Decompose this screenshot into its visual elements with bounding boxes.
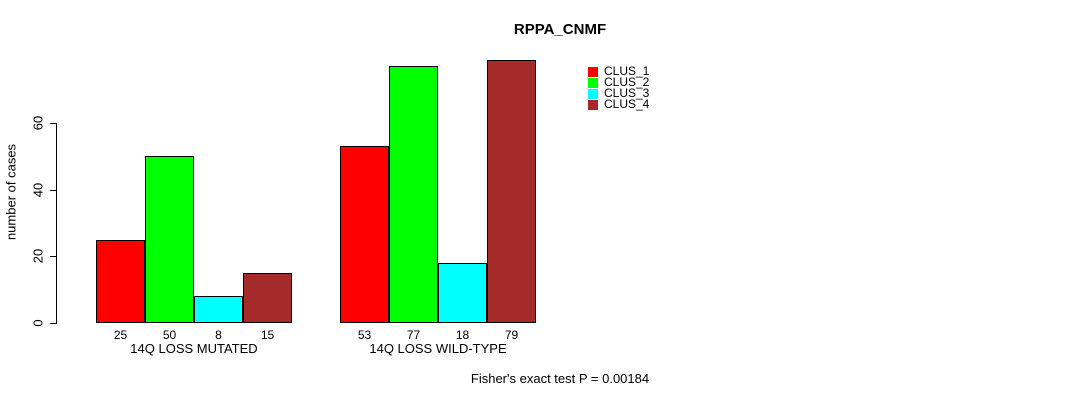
y-axis-line [56,123,57,323]
legend-label: CLUS_2 [604,75,650,89]
bar-value-label: 53 [357,328,372,342]
legend-item-clus_4: CLUS_4 [588,97,650,111]
x-category-label: 14Q LOSS MUTATED [130,341,258,356]
y-tick-label: 40 [30,182,46,197]
bar-clus_2-group-1 [145,156,194,323]
y-tick-label: 60 [30,115,46,131]
legend-item-clus_2: CLUS_2 [588,75,650,89]
legend-swatch-icon [588,66,598,77]
legend-item-clus_1: CLUS_1 [588,64,650,78]
y-axis-label: number of cases [3,143,19,241]
bar-value-label: 50 [162,328,177,342]
bar-value-label: 8 [215,328,222,342]
chart-title: RPPA_CNMF [513,21,607,38]
bar-clus_4-group-1 [243,273,292,323]
bar-clus_1-group-1 [96,239,145,323]
bar-clus_2-group-2 [389,66,438,323]
legend-label: CLUS_1 [604,64,650,78]
legend-swatch-icon [588,99,598,110]
legend-item-clus_3: CLUS_3 [588,86,650,100]
legend-label: CLUS_4 [604,97,650,111]
legend: CLUS_1 CLUS_2 CLUS_3 CLUS_4 [588,64,650,111]
y-tick [50,123,57,124]
legend-swatch-icon [588,77,598,88]
legend-swatch-icon [588,88,598,99]
y-tick-label: 20 [30,249,46,264]
bar-clus_4-group-2 [487,59,536,323]
bar-value-label: 15 [260,328,275,342]
bar-value-label: 18 [455,328,470,342]
fisher-test-annotation: Fisher's exact test P = 0.00184 [470,371,650,386]
y-tick [50,189,57,191]
y-tick-label: 0 [30,319,46,327]
bar-value-label: 25 [113,328,128,342]
bar-clus_3-group-2 [438,263,487,323]
x-category-label: 14Q LOSS WILD-TYPE [369,341,507,356]
bar-value-label: 77 [406,328,421,342]
bar-clus_3-group-1 [194,296,243,323]
y-tick [50,256,57,258]
bar-clus_1-group-2 [340,146,389,323]
bar-value-label: 79 [504,328,519,342]
y-tick [50,323,57,324]
legend-label: CLUS_3 [604,86,650,100]
